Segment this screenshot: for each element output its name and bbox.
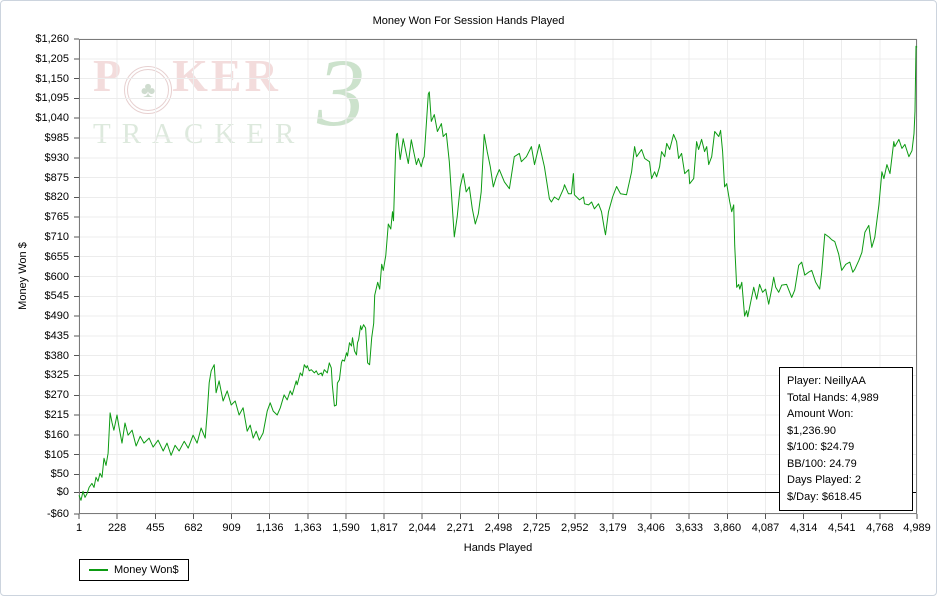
y-tick-label: $160 [44, 428, 69, 441]
legend-label: Money Won$ [114, 564, 179, 576]
y-tick-label: $270 [44, 389, 69, 402]
legend: Money Won$ [79, 559, 189, 581]
x-tick-label: 4,989 [903, 522, 931, 534]
x-tick-label: 2,498 [484, 522, 513, 534]
x-tick-label: 1,817 [370, 522, 398, 534]
y-tick-label: $875 [44, 171, 69, 184]
x-tick-label: 1,136 [255, 522, 284, 534]
x-tick-label: 3,860 [713, 522, 742, 534]
x-tick-label: 2,044 [408, 522, 436, 534]
x-tick-label: 3,179 [599, 522, 627, 534]
session-summary-box: Player: NeillyAA Total Hands: 4,989 Amou… [779, 367, 913, 511]
x-axis-title: Hands Played [463, 542, 533, 554]
x-tick-label: 909 [222, 522, 241, 534]
y-tick-label: $985 [44, 131, 69, 144]
x-tick-label: 2,271 [446, 522, 475, 534]
x-tick-label: 4,768 [866, 522, 894, 534]
y-tick-label: $655 [44, 250, 69, 263]
money-won-line [78, 45, 918, 501]
dollars-per-day-row: $/Day: $618.45 [787, 490, 862, 503]
y-tick-label: $1,150 [35, 72, 69, 85]
y-tick-label: $105 [44, 448, 69, 461]
y-tick-label: $765 [44, 211, 69, 224]
y-tick-label: $1,095 [35, 92, 69, 105]
x-tick-label: 4,087 [751, 522, 780, 534]
y-tick-label: $50 [50, 468, 69, 481]
y-axis-title: Money Won $ [17, 242, 29, 310]
y-tick-label: $710 [44, 230, 69, 243]
x-tick-label: 2,725 [522, 522, 551, 534]
player-name-row: Player: NeillyAA [787, 375, 866, 387]
y-tick-label: $435 [44, 329, 69, 342]
x-tick-label: 4,314 [789, 522, 818, 534]
y-tick-label: $820 [44, 191, 69, 204]
y-tick-label: $325 [44, 369, 69, 382]
y-tick-label: $600 [44, 270, 69, 283]
x-tick-label: 455 [146, 522, 165, 534]
series-line-swatch [89, 569, 108, 571]
y-tick-label: $0 [56, 486, 69, 499]
chart-plot-area[interactable] [73, 35, 923, 520]
x-tick-label: 1 [75, 522, 83, 534]
x-tick-label: 4,541 [827, 522, 856, 534]
x-tick-label: 2,952 [561, 522, 589, 534]
y-tick-label: $215 [44, 409, 69, 422]
y-tick-label: $1,260 [35, 33, 69, 45]
x-tick-label: 682 [184, 522, 203, 534]
dollars-per-100-row: $/100: $24.79 [787, 441, 855, 453]
x-tick-label: 1,590 [332, 522, 360, 534]
y-tick-label: $490 [44, 310, 69, 323]
y-tick-label: $545 [44, 290, 69, 303]
y-tick-label: $930 [44, 151, 69, 164]
y-tick-label: $1,205 [35, 52, 69, 65]
x-tick-label: 3,406 [637, 522, 665, 534]
y-tick-label: -$60 [46, 508, 69, 520]
bb-per-100-row: BB/100: 24.79 [787, 457, 857, 470]
x-tick-label: 1,363 [294, 522, 322, 534]
x-tick-label: 3,633 [675, 522, 703, 534]
total-hands-row: Total Hands: 4,989 [787, 391, 879, 404]
y-tick-label: $380 [44, 349, 69, 362]
days-played-row: Days Played: 2 [787, 474, 861, 486]
x-tick-label: 228 [107, 522, 127, 534]
chart-title: Money Won For Session Hands Played [372, 15, 565, 27]
amount-won-row: Amount Won: $1,236.90 [787, 408, 854, 437]
y-tick-label: $1,040 [35, 112, 69, 125]
